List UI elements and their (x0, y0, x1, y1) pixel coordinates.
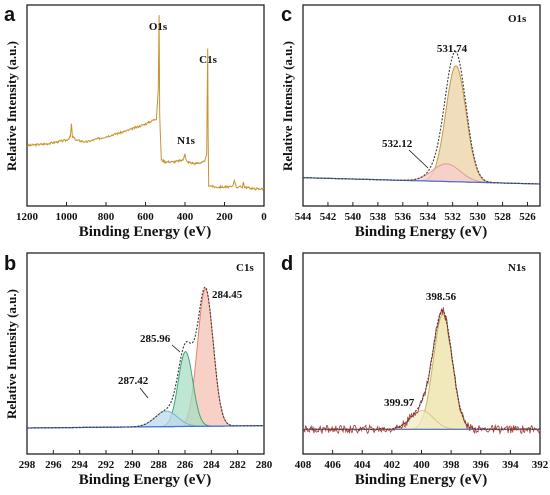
panel-c-tick-label-8: 528 (494, 211, 511, 223)
panel-d-peak-label-2: 399.97 (384, 397, 415, 409)
panel-c-tick-label-2: 540 (345, 211, 362, 223)
panel-c-tick-label-1: 542 (320, 211, 337, 223)
panel-b-tag: C1s (236, 262, 254, 274)
panel-b-tick-label-2: 294 (71, 459, 88, 471)
panel-d-tick-label-4: 400 (413, 459, 430, 471)
panel-c-tick-label-6: 532 (444, 211, 461, 223)
panel-b-peak-3-leader (139, 387, 149, 399)
panel-b-tick-label-3: 292 (98, 459, 115, 471)
panel-b-tick-label-9: 280 (256, 459, 273, 471)
panel-c-letter: c (281, 4, 292, 26)
panel-b-tick-label-8: 282 (229, 459, 246, 471)
panel-b-envelope-line (26, 286, 264, 429)
panel-b-peak-label-2: 285.96 (140, 333, 171, 345)
panel-b-frame (26, 252, 265, 455)
panel-d-tick-label-1: 406 (324, 459, 341, 471)
panel-b-peaks (27, 288, 264, 429)
panel-a-y-label: Relative Intensity (a.u.) (4, 41, 19, 171)
panel-d-tick-label-0: 408 (295, 459, 312, 471)
panel-c-y-label: Relative Intensity (a.u.) (280, 41, 295, 171)
panel-a-tick-label-4: 400 (177, 211, 194, 223)
panel-d-tick-label-7: 394 (502, 459, 519, 471)
panel-b: b 298 296 294 292 290 288 286 284 282 280 Binding… (4, 252, 273, 488)
panel-b-peak-1 (27, 288, 264, 429)
panel-d-tick-label-6: 396 (473, 459, 490, 471)
panel-d-x-ticks: 408 406 404 402 400 398 396 394 392 (295, 450, 549, 471)
panel-b-y-label: Relative Intensity (a.u.) (4, 289, 19, 419)
panel-d-letter: d (281, 253, 293, 275)
panel-b-peak-2-leader (171, 344, 181, 353)
panel-a: a 1200 1000 800 600 400 200 0 Binding Energy (… (4, 4, 267, 240)
panel-c-peak-label-2: 532.12 (382, 138, 413, 150)
panel-a-tick-label-2: 800 (98, 211, 115, 223)
panel-a-frame (26, 4, 265, 207)
panel-b-peak-2 (27, 351, 264, 429)
panel-c-tag: O1s (508, 13, 527, 25)
panel-a-letter: a (4, 4, 16, 26)
panel-c-peak-2-leader (408, 149, 429, 169)
panel-b-x-label: Binding Energy (eV) (79, 472, 212, 488)
panel-c-x-label: Binding Energy (eV) (355, 224, 488, 240)
panel-d-x-label: Binding Energy (eV) (355, 472, 488, 488)
panel-c-tick-label-0: 544 (295, 211, 312, 223)
panel-a-c1s-annotation: C1s (199, 54, 217, 66)
panel-b-tick-label-0: 298 (19, 459, 36, 471)
panel-a-tick-label-3: 600 (137, 211, 154, 223)
panel-c-peaks (303, 65, 540, 185)
panel-c-tick-label-5: 534 (419, 211, 436, 223)
panel-a-o1s-annotation: O1s (149, 21, 168, 33)
panel-a-x-label: Binding Energy (eV) (79, 224, 212, 240)
panel-c-peak-1 (303, 65, 540, 185)
panel-b-tick-label-7: 284 (203, 459, 220, 471)
panel-d-tick-label-2: 404 (354, 459, 371, 471)
panel-c-frame (302, 4, 541, 207)
panel-d-peak-label-1: 398.56 (426, 291, 457, 303)
panel-c: c 544 542 540 538 536 534 532 530 528 526 Binding… (280, 4, 541, 240)
panel-a-tick-label-5: 200 (216, 211, 233, 223)
panel-d-envelope-line (302, 309, 541, 431)
panel-c-tick-label-3: 538 (370, 211, 387, 223)
panel-a-n1s-annotation: N1s (177, 135, 195, 147)
panel-b-tick-label-5: 288 (150, 459, 167, 471)
panel-c-tick-label-7: 530 (469, 211, 486, 223)
panel-a-tick-label-0: 1200 (16, 211, 39, 223)
panel-d: d 408 406 404 402 400 398 396 394 392 Binding En… (281, 252, 549, 488)
panel-b-peak-label-1: 284.45 (212, 289, 243, 301)
panel-c-x-ticks: 544 542 540 538 536 534 532 530 528 526 (295, 202, 536, 223)
panel-b-tick-label-1: 296 (45, 459, 62, 471)
panel-b-letter: b (4, 253, 16, 275)
panel-d-peak-2 (303, 410, 540, 430)
panel-d-tick-label-3: 402 (384, 459, 401, 471)
panel-a-survey-line (26, 15, 265, 191)
panel-d-tick-label-8: 392 (532, 459, 549, 471)
panel-c-envelope-line (302, 50, 540, 185)
panel-b-tick-label-4: 290 (124, 459, 141, 471)
panel-a-x-ticks: 1200 1000 800 600 400 200 0 (16, 202, 267, 223)
panel-d-tick-label-5: 398 (443, 459, 460, 471)
panel-d-peaks (303, 313, 540, 430)
panel-d-raw-data-line (302, 307, 541, 435)
panel-b-peak-label-3: 287.42 (118, 375, 149, 387)
panel-c-tick-label-4: 536 (395, 211, 412, 223)
panel-c-tick-label-9: 526 (519, 211, 536, 223)
panel-b-tick-label-6: 286 (177, 459, 194, 471)
panel-c-peak-label-1: 531.74 (437, 43, 468, 55)
panel-b-x-ticks: 298 296 294 292 290 288 286 284 282 280 (19, 450, 273, 471)
panel-d-tag: N1s (508, 262, 526, 274)
panel-a-tick-label-6: 0 (261, 211, 267, 223)
panel-a-tick-label-1: 1000 (56, 211, 79, 223)
